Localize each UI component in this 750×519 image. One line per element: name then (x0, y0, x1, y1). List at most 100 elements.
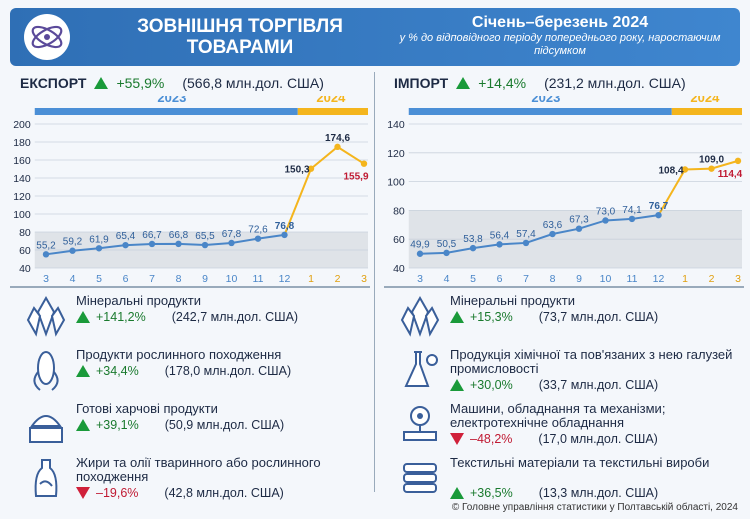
category-item: Жири та олії тваринного або рослинного п… (10, 454, 370, 508)
x-tick-label: 10 (600, 273, 612, 285)
category-change: +36,5% (470, 486, 513, 500)
data-label: 66,8 (169, 230, 189, 241)
x-tick-label: 4 (444, 273, 450, 285)
category-item: Продукція хімічної та пов'язаних з нею г… (384, 346, 744, 400)
data-label: 59,2 (63, 237, 83, 248)
import-summary: ІМПОРТ +14,4% (231,2 млн.дол. США) (384, 72, 744, 94)
data-point (281, 231, 288, 239)
category-change: +34,4% (96, 364, 139, 378)
data-label: 65,5 (195, 231, 215, 242)
category-item: Мінеральні продукти +141,2% (242,7 млн.дол… (10, 292, 370, 346)
data-point (416, 250, 424, 257)
year-band-2023 (408, 108, 672, 115)
y-tick-label: 200 (13, 119, 31, 131)
x-tick-label: 8 (176, 273, 182, 285)
category-name: Продукція хімічної та пов'язаних з нею г… (450, 347, 733, 376)
x-tick-label: 3 (361, 273, 367, 285)
y-tick-label: 140 (387, 119, 405, 131)
category-item: Мінеральні продукти +15,3% (73,7 млн.дол. … (384, 292, 744, 346)
category-values: –48,2% (17,0 млн.дол. США) (450, 432, 658, 446)
category-name: Мінеральні продукти (450, 293, 575, 308)
category-name: Продукти рослинного походження (76, 347, 282, 362)
footer-credit: © Головне управління статистики у Полтав… (451, 502, 738, 513)
category-value: (178,0 млн.дол. США) (164, 364, 292, 378)
y-tick-label: 80 (19, 227, 31, 239)
x-tick-label: 5 (470, 273, 476, 285)
data-label: 66,7 (142, 230, 162, 241)
data-point (655, 211, 662, 219)
y-tick-label: 100 (13, 209, 31, 221)
up-arrow-icon (76, 311, 90, 323)
data-point (228, 239, 235, 247)
data-label: 65,4 (116, 231, 136, 242)
panel-divider (374, 72, 375, 492)
y-tick-label: 40 (19, 263, 31, 275)
series-line-2024 (283, 145, 365, 236)
category-values: +15,3% (73,7 млн.дол. США) (450, 310, 658, 324)
export-items: Мінеральні продукти +141,2% (242,7 млн.дол… (10, 286, 370, 508)
y-tick-label: 40 (393, 263, 405, 275)
data-point (443, 249, 450, 257)
x-tick-label: 1 (682, 273, 688, 285)
y-tick-label: 60 (19, 245, 31, 257)
x-tick-label: 3 (417, 273, 423, 285)
x-tick-label: 10 (226, 273, 238, 285)
category-values: +36,5% (13,3 млн.дол. США) (450, 486, 658, 500)
export-total: (566,8 млн.дол. США) (182, 75, 324, 91)
import-label: ІМПОРТ (394, 75, 449, 91)
data-label: 67,8 (222, 229, 242, 240)
category-values: –19,6% (42,8 млн.дол. США) (76, 486, 284, 500)
year-band-2024 (297, 108, 368, 115)
series-line-2024 (657, 159, 739, 216)
logo (24, 14, 70, 60)
x-tick-label: 3 (735, 273, 741, 285)
data-label: 61,9 (89, 234, 109, 245)
page-title: ЗОВНІШНЯ ТОРГІВЛЯ ТОВАРАМИ (137, 16, 343, 58)
data-label: 150,3 (284, 165, 309, 176)
atom-logo-icon (31, 25, 63, 49)
chemistry-icon (404, 351, 438, 387)
export-change: +55,9% (116, 75, 165, 91)
category-values: +30,0% (33,7 млн.дол. США) (450, 378, 658, 392)
data-label: 53,8 (463, 234, 483, 245)
export-summary: ЕКСПОРТ +55,9% (566,8 млн.дол. США) (10, 72, 370, 94)
down-arrow-icon (76, 487, 90, 499)
category-value: (42,8 млн.дол. США) (164, 486, 284, 500)
up-arrow-icon (450, 311, 464, 323)
data-label: 63,6 (543, 220, 563, 231)
category-value: (13,3 млн.дол. США) (538, 486, 659, 500)
up-arrow-icon (450, 487, 464, 499)
corn-icon (33, 351, 59, 391)
up-arrow-icon (76, 365, 90, 377)
data-point (122, 241, 129, 249)
import-change: +14,4% (478, 75, 527, 91)
data-point (575, 225, 583, 232)
data-point (42, 251, 50, 258)
x-tick-label: 2 (335, 273, 341, 285)
data-point (628, 215, 636, 223)
category-name: Жири та олії тваринного або рослинного п… (76, 455, 321, 484)
data-label: 76,7 (649, 201, 669, 212)
export-label: ЕКСПОРТ (20, 75, 87, 91)
period-block: Січень–березень 2024 у % до відповідного… (390, 14, 730, 58)
y-tick-label: 80 (393, 205, 405, 217)
category-name: Готові харчові продукти (76, 401, 218, 416)
data-point (175, 240, 182, 248)
category-item: Текстильні матеріали та текстильні вироб… (384, 454, 744, 508)
up-arrow-icon (456, 77, 471, 89)
x-tick-label: 6 (123, 273, 129, 285)
data-point (307, 165, 315, 172)
category-item: Готові харчові продукти +39,1% (50,9 млн.д… (10, 400, 370, 454)
x-tick-label: 9 (576, 273, 582, 285)
data-point (469, 244, 477, 252)
y-tick-label: 140 (13, 173, 31, 185)
data-point (334, 143, 341, 151)
category-value: (242,7 млн.дол. США) (171, 310, 299, 324)
y-tick-label: 60 (393, 234, 405, 246)
data-label: 109,0 (699, 155, 724, 166)
data-point (708, 165, 715, 172)
machine-icon (403, 406, 437, 441)
data-label: 57,4 (516, 229, 536, 240)
year-band-2023 (34, 108, 298, 115)
